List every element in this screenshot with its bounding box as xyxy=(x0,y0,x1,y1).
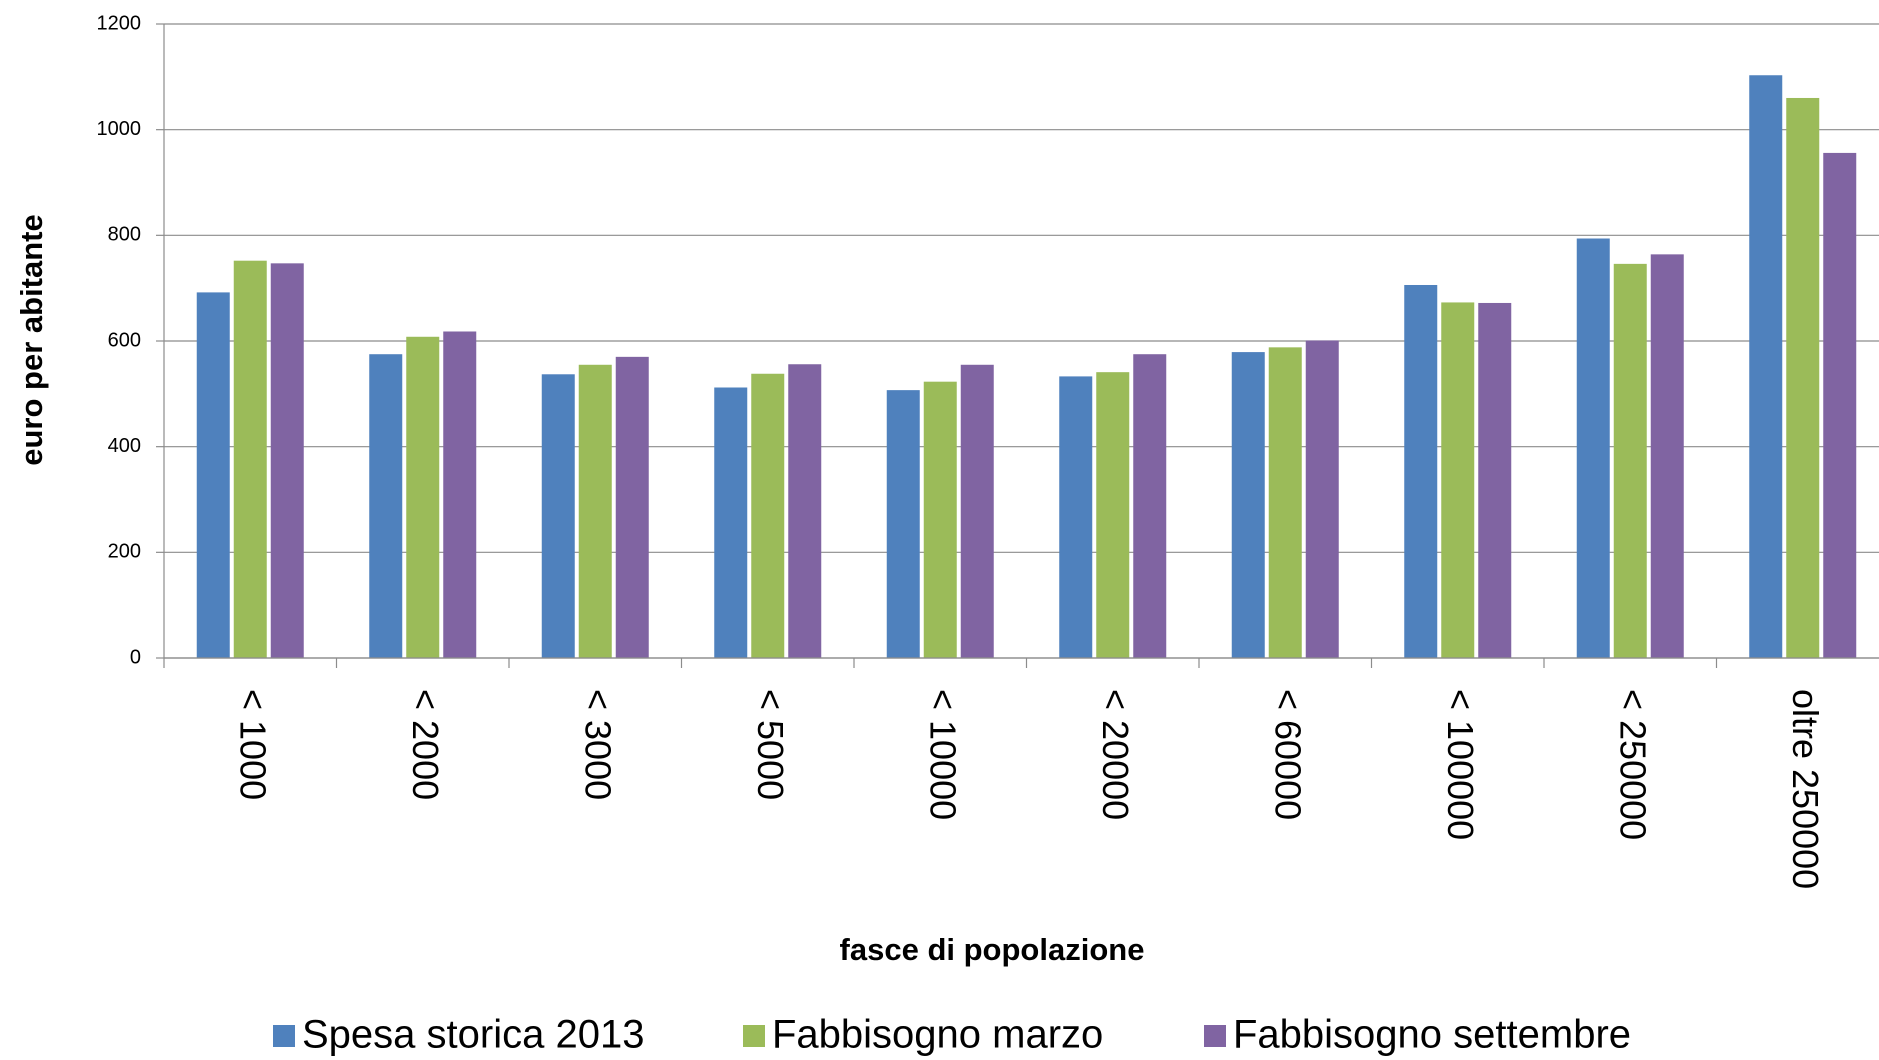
x-tick-label: < 10000 xyxy=(923,689,964,820)
x-tick-label: < 2000 xyxy=(405,689,446,800)
bar xyxy=(1441,302,1475,658)
bar xyxy=(1613,263,1647,658)
bar xyxy=(615,356,649,658)
bar xyxy=(1133,354,1167,658)
y-tick-label: 600 xyxy=(108,329,141,351)
y-tick-label: 1200 xyxy=(97,12,142,34)
y-axis-title: euro per abitante xyxy=(14,214,49,466)
legend-swatch xyxy=(273,1025,295,1047)
y-tick-label: 800 xyxy=(108,224,141,246)
x-tick-label: < 1000 xyxy=(233,689,274,800)
bar xyxy=(1268,347,1302,658)
y-tick-label: 400 xyxy=(108,435,141,457)
bar xyxy=(541,374,575,658)
x-tick-label: < 250000 xyxy=(1613,689,1654,840)
bar xyxy=(1786,97,1820,658)
bar xyxy=(1059,376,1093,658)
bar xyxy=(1404,284,1438,658)
bar xyxy=(1749,75,1783,658)
bar xyxy=(714,387,748,658)
bar xyxy=(369,354,403,658)
x-tick-label: < 5000 xyxy=(750,689,791,800)
bar xyxy=(196,292,230,658)
bar xyxy=(1478,302,1512,658)
y-tick-label: 1000 xyxy=(97,118,142,140)
bar xyxy=(886,390,920,658)
legend-label: Fabbisogno settembre xyxy=(1233,1013,1631,1057)
bar xyxy=(270,263,304,658)
bar xyxy=(578,364,612,658)
legend-label: Spesa storica 2013 xyxy=(302,1013,644,1057)
legend-label: Fabbisogno marzo xyxy=(772,1013,1103,1057)
bar xyxy=(1650,254,1684,658)
bar xyxy=(1305,340,1339,658)
bar xyxy=(1231,352,1265,658)
bar xyxy=(923,381,957,658)
bar xyxy=(788,364,822,658)
bar xyxy=(1576,238,1610,658)
legend-swatch xyxy=(1204,1025,1226,1047)
bar xyxy=(1096,372,1130,658)
bar xyxy=(1823,152,1857,658)
bar xyxy=(960,364,994,658)
y-tick-label: 0 xyxy=(130,646,141,668)
bar xyxy=(443,331,477,658)
x-tick-label: < 3000 xyxy=(578,689,619,800)
bar xyxy=(233,260,267,658)
x-tick-label: < 100000 xyxy=(1440,689,1481,840)
bar xyxy=(406,336,440,658)
x-tick-label: oltre 250000 xyxy=(1785,689,1826,889)
x-tick-label: < 20000 xyxy=(1095,689,1136,820)
bar xyxy=(751,373,785,658)
x-axis-title: fasce di popolazione xyxy=(840,932,1145,967)
x-tick-label: < 60000 xyxy=(1268,689,1309,820)
y-tick-label: 200 xyxy=(108,541,141,563)
legend-swatch xyxy=(743,1025,765,1047)
